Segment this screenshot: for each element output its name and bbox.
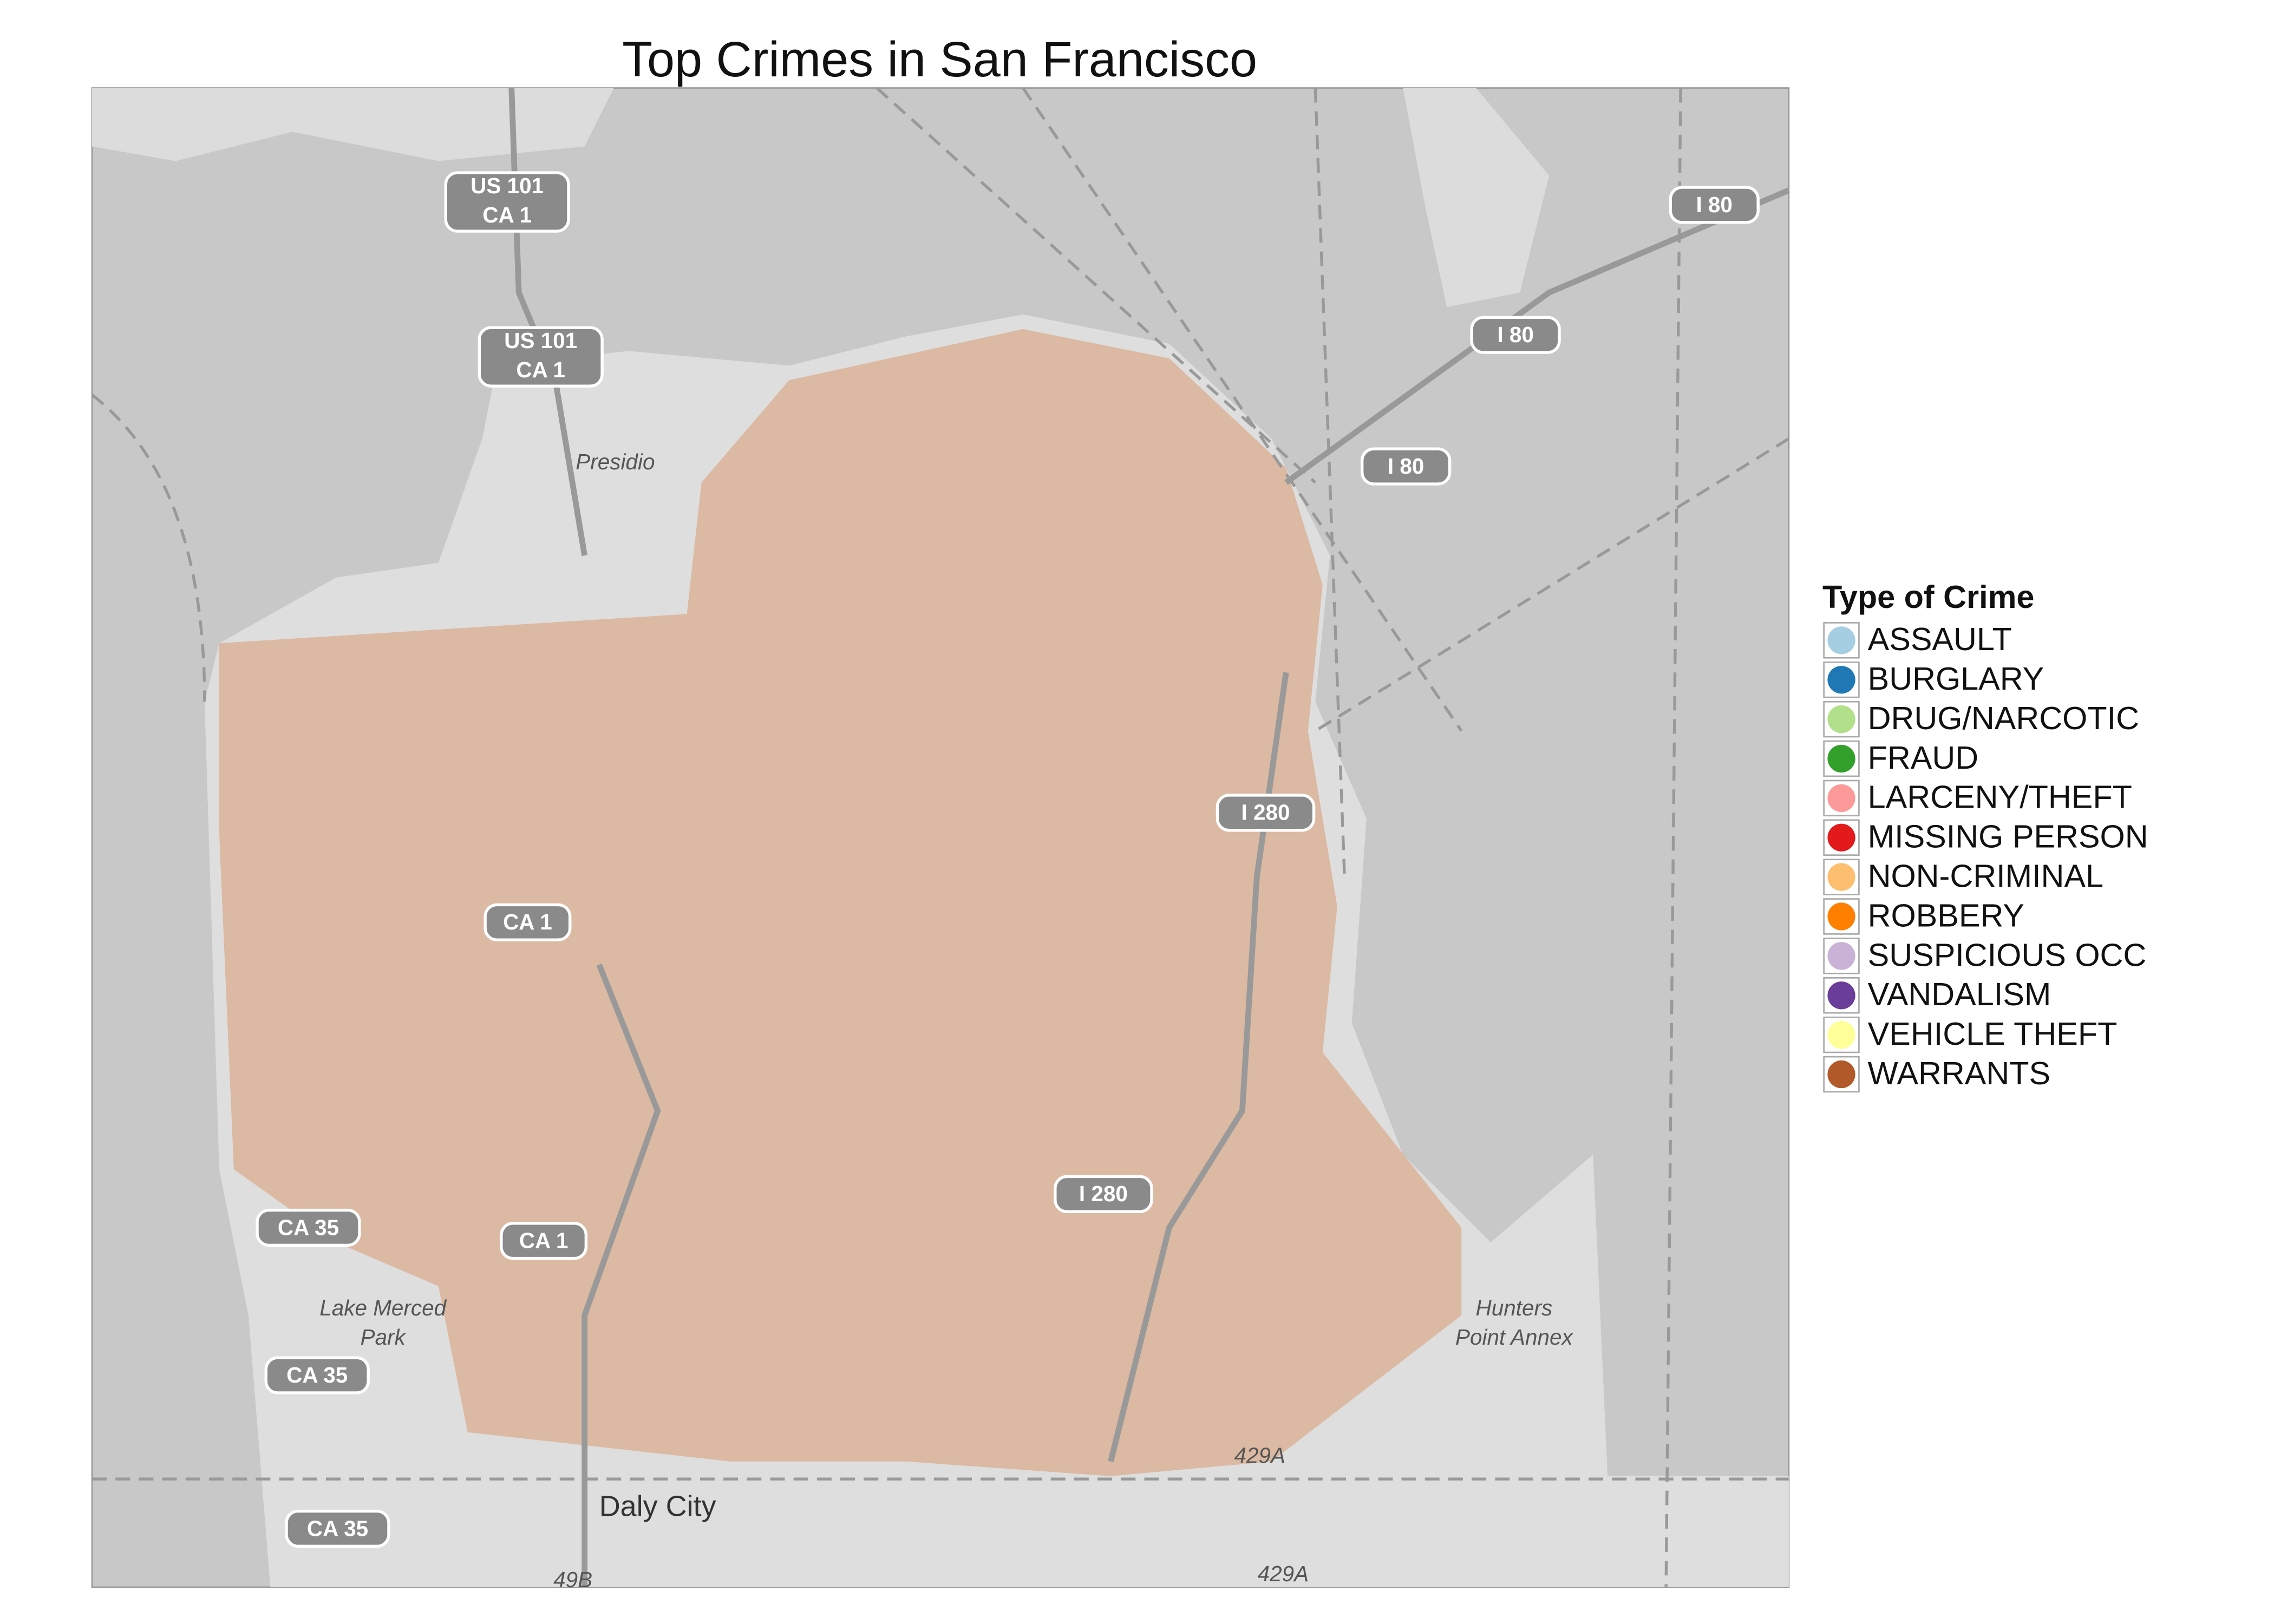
map-label: I 280 [1079, 1181, 1128, 1206]
legend-label: NON-CRIMINAL [1868, 858, 2103, 894]
shield [256, 1208, 361, 1247]
legend-swatch [1827, 744, 1855, 773]
map-label: CA 35 [278, 1215, 339, 1240]
legend-swatch [1827, 902, 1855, 931]
legend-label: ROBBERY [1868, 897, 2024, 933]
legend-swatch [1827, 981, 1855, 1010]
map-label: I 80 [1388, 454, 1424, 479]
map-label: I 280 [1241, 800, 1290, 825]
road [1284, 187, 1790, 485]
legend-label: VEHICLE THEFT [1868, 1016, 2118, 1052]
map-label: Presidio [576, 449, 655, 474]
legend-swatch [1827, 823, 1855, 852]
legend-swatch [1827, 863, 1855, 891]
map-label: Hunters [1476, 1295, 1553, 1320]
shield [1360, 447, 1452, 486]
map-label: CA 35 [307, 1516, 368, 1541]
legend-swatch [1827, 666, 1855, 694]
road [581, 964, 661, 1587]
map-label: 49B [553, 1567, 592, 1592]
shield [264, 1356, 370, 1394]
shield [285, 1509, 390, 1548]
shield [1669, 186, 1760, 224]
map-label: CA 1 [516, 357, 565, 382]
shield [1470, 316, 1561, 354]
map-label: CA 1 [482, 202, 532, 227]
map-label: Point Annex [1455, 1325, 1573, 1350]
legend-label: BURGLARY [1868, 660, 2044, 697]
map-label: I 80 [1497, 322, 1534, 347]
map-label: US 101 [504, 328, 577, 353]
legend-label: VANDALISM [1868, 976, 2051, 1012]
land [92, 88, 614, 161]
legend-swatch [1827, 626, 1855, 654]
legend-swatch [1827, 784, 1855, 812]
legend-swatch [1827, 705, 1855, 734]
map-label: 429A [1234, 1443, 1285, 1468]
map-label: Daly City [599, 1490, 716, 1522]
land [1403, 88, 1550, 307]
legend-label: ASSAULT [1868, 621, 2012, 657]
map-label: US 101 [471, 173, 544, 198]
map-label: Lake Merced [319, 1295, 447, 1320]
map-label: CA 35 [286, 1363, 348, 1387]
map-label: 429A [1258, 1561, 1309, 1586]
legend-swatch [1827, 942, 1855, 970]
shield [444, 171, 570, 233]
legend-swatch [1827, 1020, 1855, 1049]
map-label: I 80 [1696, 192, 1733, 217]
shield [1216, 794, 1316, 832]
map-label: CA 1 [519, 1228, 568, 1253]
legend-title: Type of Crime [1822, 579, 2035, 615]
map-label: CA 1 [503, 909, 552, 934]
legend-label: SUSPICIOUS OCC [1868, 937, 2147, 973]
shield [1054, 1175, 1153, 1213]
legend: ASSAULTBURGLARYDRUG/NARCOTICFRAUDLARCENY… [1823, 621, 2148, 1093]
map-label: Park [361, 1325, 407, 1350]
legend-swatch [1827, 1060, 1855, 1089]
legend-label: DRUG/NARCOTIC [1868, 700, 2139, 736]
legend-label: LARCENY/THEFT [1868, 779, 2132, 815]
shield [478, 326, 604, 388]
ferry-route [875, 87, 1790, 1587]
legend-label: FRAUD [1868, 739, 1979, 776]
shield [483, 903, 572, 941]
boundary [91, 394, 206, 702]
legend-label: WARRANTS [1868, 1055, 2051, 1091]
shield [500, 1222, 588, 1260]
map: US 101 CA 1 US 101 CA 1 I 80 I 80 I 80 P… [91, 87, 1790, 1592]
legend-label: MISSING PERSON [1868, 818, 2148, 855]
title: Top Crimes in San Francisco [622, 32, 1257, 87]
